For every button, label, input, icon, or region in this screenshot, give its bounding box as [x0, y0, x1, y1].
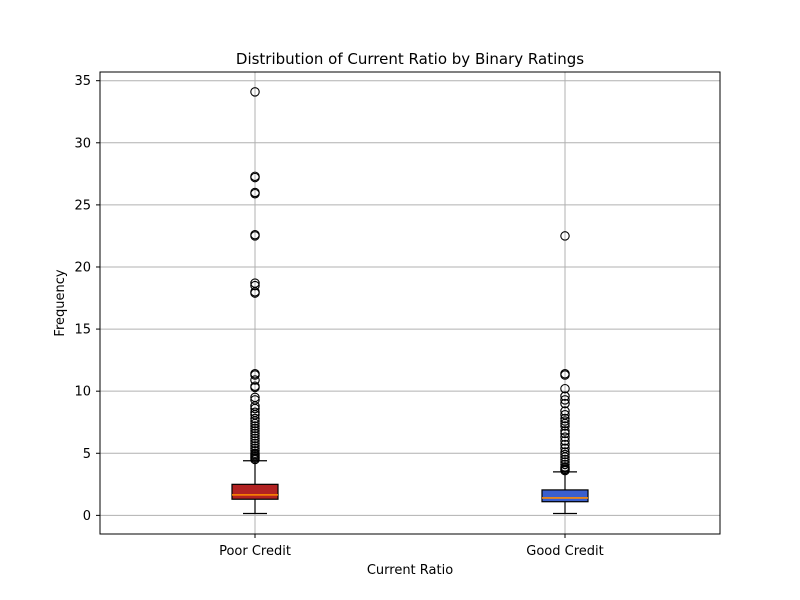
outlier-point — [560, 449, 570, 460]
outlier-point — [560, 439, 570, 450]
chart-title: Distribution of Current Ratio by Binary … — [236, 50, 584, 68]
x-tick-label: Good Credit — [526, 544, 603, 559]
outlier-point — [560, 426, 570, 436]
x-axis: Poor Credit Good Credit — [219, 534, 604, 559]
y-tick-label: 25 — [74, 198, 91, 213]
outlier-point — [250, 375, 260, 385]
y-tick-label: 5 — [83, 447, 91, 462]
outlier-point — [560, 383, 570, 394]
outlier-point — [560, 406, 570, 416]
y-tick-label: 10 — [74, 385, 91, 400]
outlier-point — [250, 423, 260, 434]
x-tick-label: Poor Credit — [219, 544, 291, 559]
y-tick-label: 0 — [83, 509, 91, 524]
outlier-point — [560, 432, 570, 442]
grid-layer — [100, 72, 720, 534]
outlier-point — [560, 418, 570, 429]
outlier-point — [250, 426, 260, 436]
outlier-point — [560, 391, 570, 401]
outlier-point — [250, 403, 260, 414]
outlier-point — [250, 454, 260, 465]
y-tick-label: 15 — [74, 323, 91, 338]
outlier-point — [250, 438, 260, 449]
y-axis: 0 5 10 15 20 25 30 35 — [74, 74, 100, 524]
outlier-point — [250, 187, 260, 198]
outlier-point — [560, 465, 570, 476]
outlier-point — [560, 416, 570, 426]
outlier-point — [560, 413, 570, 424]
outlier-point — [250, 171, 260, 182]
outlier-point — [250, 413, 260, 424]
y-tick-label: 35 — [74, 74, 91, 89]
outlier-point — [560, 370, 570, 380]
box — [541, 489, 589, 503]
outlier-point — [560, 398, 570, 409]
outlier-point — [250, 431, 260, 441]
outlier-point — [250, 416, 260, 426]
y-axis-label: Frequency — [53, 269, 68, 336]
outlier-point — [250, 87, 260, 97]
box — [231, 483, 279, 500]
outlier-point — [250, 436, 260, 446]
outlier-point — [560, 436, 570, 446]
outlier-point — [250, 433, 260, 444]
outlier-point — [250, 418, 260, 429]
x-axis-label: Current Ratio — [367, 563, 453, 578]
outlier-point — [560, 231, 570, 241]
outlier-point — [250, 229, 260, 240]
outlier-point — [250, 370, 260, 380]
outlier-point — [560, 421, 570, 431]
outlier-point — [250, 428, 260, 439]
outlier-point — [560, 452, 570, 462]
outlier-point — [560, 428, 570, 439]
outlier-point — [250, 288, 260, 298]
box-group — [231, 87, 279, 515]
box-group — [541, 231, 589, 515]
y-tick-label: 30 — [74, 136, 91, 151]
outlier-point — [560, 395, 570, 405]
box-layer — [231, 87, 589, 515]
outlier-point — [250, 421, 260, 431]
outlier-point — [560, 459, 570, 470]
outlier-point — [560, 447, 570, 457]
plot-frame — [99, 71, 721, 535]
outlier-point — [250, 382, 260, 393]
outlier-point — [250, 280, 260, 291]
y-tick-label: 20 — [74, 260, 91, 275]
